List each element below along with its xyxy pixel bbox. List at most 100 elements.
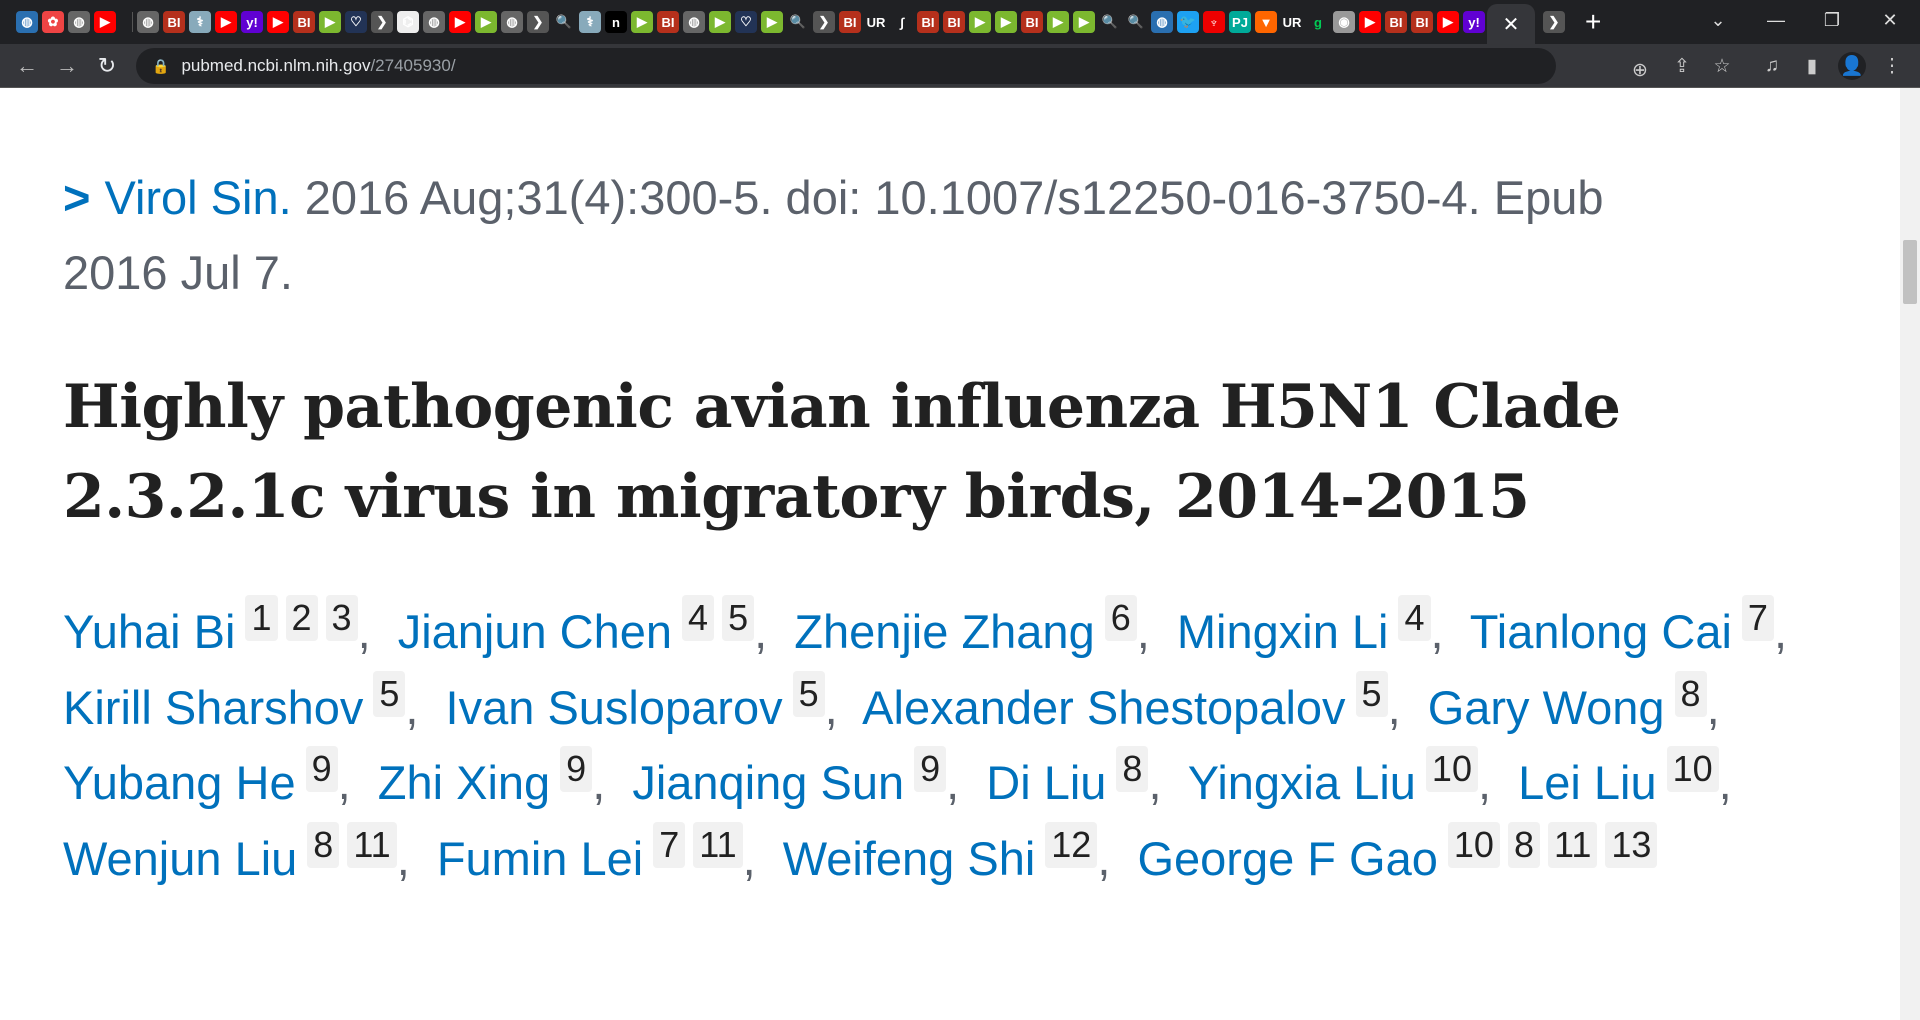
tab-green-play-icon[interactable]: ▶ xyxy=(1047,11,1069,33)
tab-bi-icon[interactable]: BI xyxy=(1021,11,1043,33)
tab-youtube-icon[interactable]: ▶ xyxy=(1359,11,1381,33)
affiliation-number-button[interactable]: 8 xyxy=(1674,670,1707,717)
affiliation-number-button[interactable]: 10 xyxy=(1425,746,1478,792)
tab-bookmark-icon[interactable]: ▼ xyxy=(1255,11,1277,33)
affiliation-number-button[interactable]: 3 xyxy=(325,595,358,641)
tab-globe-gray-icon[interactable]: ◍ xyxy=(68,11,90,33)
affiliation-number-button[interactable]: 8 xyxy=(1116,746,1149,792)
author-name-link[interactable]: Yubang He xyxy=(63,756,296,809)
author-name-link[interactable]: Tianlong Cai xyxy=(1469,605,1732,658)
tab-globe-gray-icon[interactable]: ◍ xyxy=(501,11,523,33)
author-name-link[interactable]: Jianqing Sun xyxy=(632,756,905,809)
affiliation-number-button[interactable]: 12 xyxy=(1045,821,1098,868)
tab-green-play-icon[interactable]: ▶ xyxy=(969,11,991,33)
tab-gray-arrow-icon[interactable]: ❯ xyxy=(1543,11,1565,33)
author-name-link[interactable]: Lei Liu xyxy=(1518,756,1657,809)
active-tab-close-icon[interactable]: ✕ xyxy=(1487,4,1535,44)
tab-shield-icon[interactable]: ♡ xyxy=(735,11,757,33)
author-name-link[interactable]: Alexander Shestopalov xyxy=(862,680,1346,734)
tab-globe-icon[interactable]: ◍ xyxy=(1151,11,1173,33)
affiliation-number-button[interactable]: 1 xyxy=(245,595,278,641)
tab-scribble-icon[interactable]: ∫ xyxy=(900,14,904,30)
affiliation-number-button[interactable]: 5 xyxy=(1355,670,1388,717)
share-icon[interactable]: ⇪ xyxy=(1674,55,1690,77)
affiliation-number-button[interactable]: 5 xyxy=(722,595,755,641)
affiliation-number-button[interactable]: 8 xyxy=(307,821,340,868)
tab-search-icon[interactable]: 🔍 xyxy=(789,14,807,29)
tab-youtube-icon[interactable]: ▶ xyxy=(94,11,116,33)
author-name-link[interactable]: Yingxia Liu xyxy=(1187,756,1416,809)
tab-gray-arrow-icon[interactable]: ❯ xyxy=(527,11,549,33)
author-name-link[interactable]: Fumin Lei xyxy=(436,831,644,885)
author-name-link[interactable]: Wenjun Liu xyxy=(63,831,298,885)
affiliation-number-button[interactable]: 7 xyxy=(1741,595,1774,641)
zoom-icon[interactable]: ⊕ xyxy=(1632,59,1648,81)
tab-youtube-icon[interactable]: ▶ xyxy=(449,11,471,33)
tab-caduceus-icon[interactable]: ⚕ xyxy=(189,11,211,33)
scrollbar-thumb[interactable] xyxy=(1903,240,1917,304)
forward-icon[interactable]: → xyxy=(56,53,78,78)
restore-button[interactable]: ❐ xyxy=(1823,9,1841,30)
tab-ur-icon[interactable]: UR xyxy=(1282,14,1302,30)
author-name-link[interactable]: Weifeng Shi xyxy=(782,831,1036,885)
author-name-link[interactable]: Gary Wong xyxy=(1427,680,1665,734)
tab-bi-icon[interactable]: BI xyxy=(943,11,965,33)
tab-twitter-icon[interactable]: 🐦 xyxy=(1177,11,1199,33)
affiliation-number-button[interactable]: 9 xyxy=(914,746,947,792)
affiliation-number-button[interactable]: 7 xyxy=(653,821,686,868)
tab-yahoo-icon[interactable]: y! xyxy=(1463,11,1485,33)
affiliation-number-button[interactable]: 13 xyxy=(1605,821,1658,868)
author-name-link[interactable]: Kirill Sharshov xyxy=(63,680,364,734)
tab-green-play-icon[interactable]: ▶ xyxy=(319,11,341,33)
author-name-link[interactable]: Di Liu xyxy=(986,756,1107,809)
affiliation-number-button[interactable]: 10 xyxy=(1666,746,1719,792)
affiliation-number-button[interactable]: 11 xyxy=(347,821,397,868)
author-name-link[interactable]: Zhenjie Zhang xyxy=(794,605,1095,658)
tab-youtube-icon[interactable]: ▶ xyxy=(1437,11,1459,33)
affiliation-number-button[interactable]: 11 xyxy=(1547,821,1598,868)
tab-green-play-icon[interactable]: ▶ xyxy=(475,11,497,33)
tab-seal-icon[interactable]: ◉ xyxy=(1333,11,1355,33)
affiliation-number-button[interactable]: 9 xyxy=(305,746,338,792)
tab-torch-icon[interactable]: ♆ xyxy=(1203,11,1225,33)
tab-search-icon[interactable]: 🔍 xyxy=(1127,14,1145,29)
tab-search-icon[interactable]: 🔍 xyxy=(1101,14,1119,29)
tab-yahoo-icon[interactable]: y! xyxy=(241,11,263,33)
author-name-link[interactable]: George F Gao xyxy=(1137,831,1438,885)
tab-shield-icon[interactable]: ♡ xyxy=(345,11,367,33)
tab-caduceus-icon[interactable]: ⚕ xyxy=(579,11,601,33)
back-icon[interactable]: ← xyxy=(16,53,38,78)
author-name-link[interactable]: Ivan Susloparov xyxy=(445,680,783,734)
tab-bi-icon[interactable]: BI xyxy=(1385,11,1407,33)
tab-pinwheel-icon[interactable]: ✿ xyxy=(42,11,64,33)
bookmark-star-icon[interactable]: ☆ xyxy=(1713,55,1731,77)
tab-globe-gray-icon[interactable]: ◍ xyxy=(137,11,159,33)
new-tab-button[interactable]: + xyxy=(1585,6,1602,37)
tab-green-play-icon[interactable]: ▶ xyxy=(761,11,783,33)
tab-search-icon[interactable]: 🔍 xyxy=(555,14,573,29)
author-name-link[interactable]: Yuhai Bi xyxy=(63,605,236,658)
author-name-link[interactable]: Mingxin Li xyxy=(1176,605,1389,658)
tab-ur-icon[interactable]: UR xyxy=(866,14,886,30)
tab-bi-icon[interactable]: BI xyxy=(1411,11,1433,33)
tab-globe-gray-icon[interactable]: ◍ xyxy=(423,11,445,33)
tab-bi-icon[interactable]: BI xyxy=(917,11,939,33)
affiliation-number-button[interactable]: 6 xyxy=(1104,595,1137,641)
tab-globe-icon[interactable]: ◍ xyxy=(16,11,38,33)
author-name-link[interactable]: Zhi Xing xyxy=(377,756,551,809)
journal-link[interactable]: Virol Sin. xyxy=(104,171,292,224)
profile-avatar-icon[interactable]: 👤 xyxy=(1838,52,1866,80)
affiliation-number-button[interactable]: 8 xyxy=(1507,821,1540,868)
tab-pj-icon[interactable]: PJ xyxy=(1229,11,1251,33)
tab-search-icon[interactable]: ⌄ xyxy=(1710,9,1726,30)
media-control-icon[interactable]: ♫ xyxy=(1764,55,1780,76)
affiliation-number-button[interactable]: 9 xyxy=(560,746,593,792)
tab-green-play-icon[interactable]: ▶ xyxy=(631,11,653,33)
tab-molecule-icon[interactable]: ⌬ xyxy=(397,11,419,33)
chevron-right-icon[interactable]: > xyxy=(63,171,91,224)
affiliation-number-button[interactable]: 10 xyxy=(1447,821,1500,868)
tab-green-play-icon[interactable]: ▶ xyxy=(709,11,731,33)
tab-n-icon[interactable]: n xyxy=(605,11,627,33)
affiliation-number-button[interactable]: 4 xyxy=(682,595,715,641)
tab-globe-gray-icon[interactable]: ◍ xyxy=(683,11,705,33)
